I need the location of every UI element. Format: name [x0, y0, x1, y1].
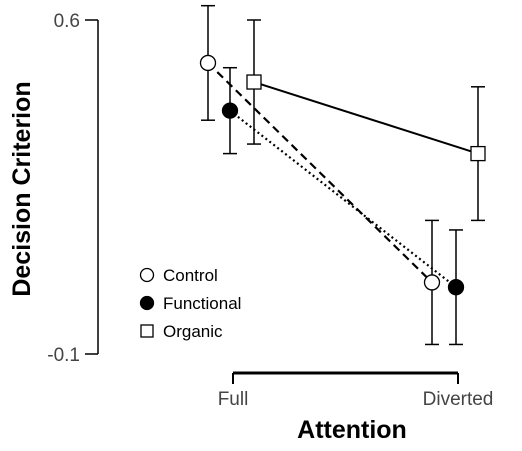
- legend-label-organic: Organic: [163, 322, 223, 341]
- series-line-control: [207, 62, 433, 284]
- error-bars: [201, 4, 485, 346]
- point-organic-1: [470, 145, 486, 162]
- point-functional-0: [221, 102, 239, 119]
- legend-label-control: Control: [163, 266, 218, 285]
- y-tick-label-top: 0.6: [54, 11, 80, 32]
- series-lines: [207, 62, 479, 289]
- point-control-0: [199, 54, 217, 72]
- point-organic-0: [246, 74, 262, 90]
- y-tick-label-bottom: -0.1: [47, 345, 80, 366]
- series-line-functional: [229, 109, 457, 289]
- legend-label-functional: Functional: [163, 294, 241, 313]
- legend-marker-control: [139, 267, 155, 283]
- x-tick-label-diverted: Diverted: [423, 389, 494, 410]
- legend-marker-organic: [140, 324, 154, 338]
- series-markers: [199, 54, 486, 296]
- legend: Control Functional Organic: [139, 266, 241, 341]
- point-functional-1: [447, 279, 465, 296]
- y-axis-title: Decision Criterion: [8, 81, 36, 296]
- legend-marker-functional: [139, 295, 155, 311]
- series-line-organic: [253, 81, 479, 155]
- x-tick-label-full: Full: [218, 389, 249, 410]
- x-axis-title: Attention: [297, 416, 407, 444]
- point-control-1: [423, 274, 441, 291]
